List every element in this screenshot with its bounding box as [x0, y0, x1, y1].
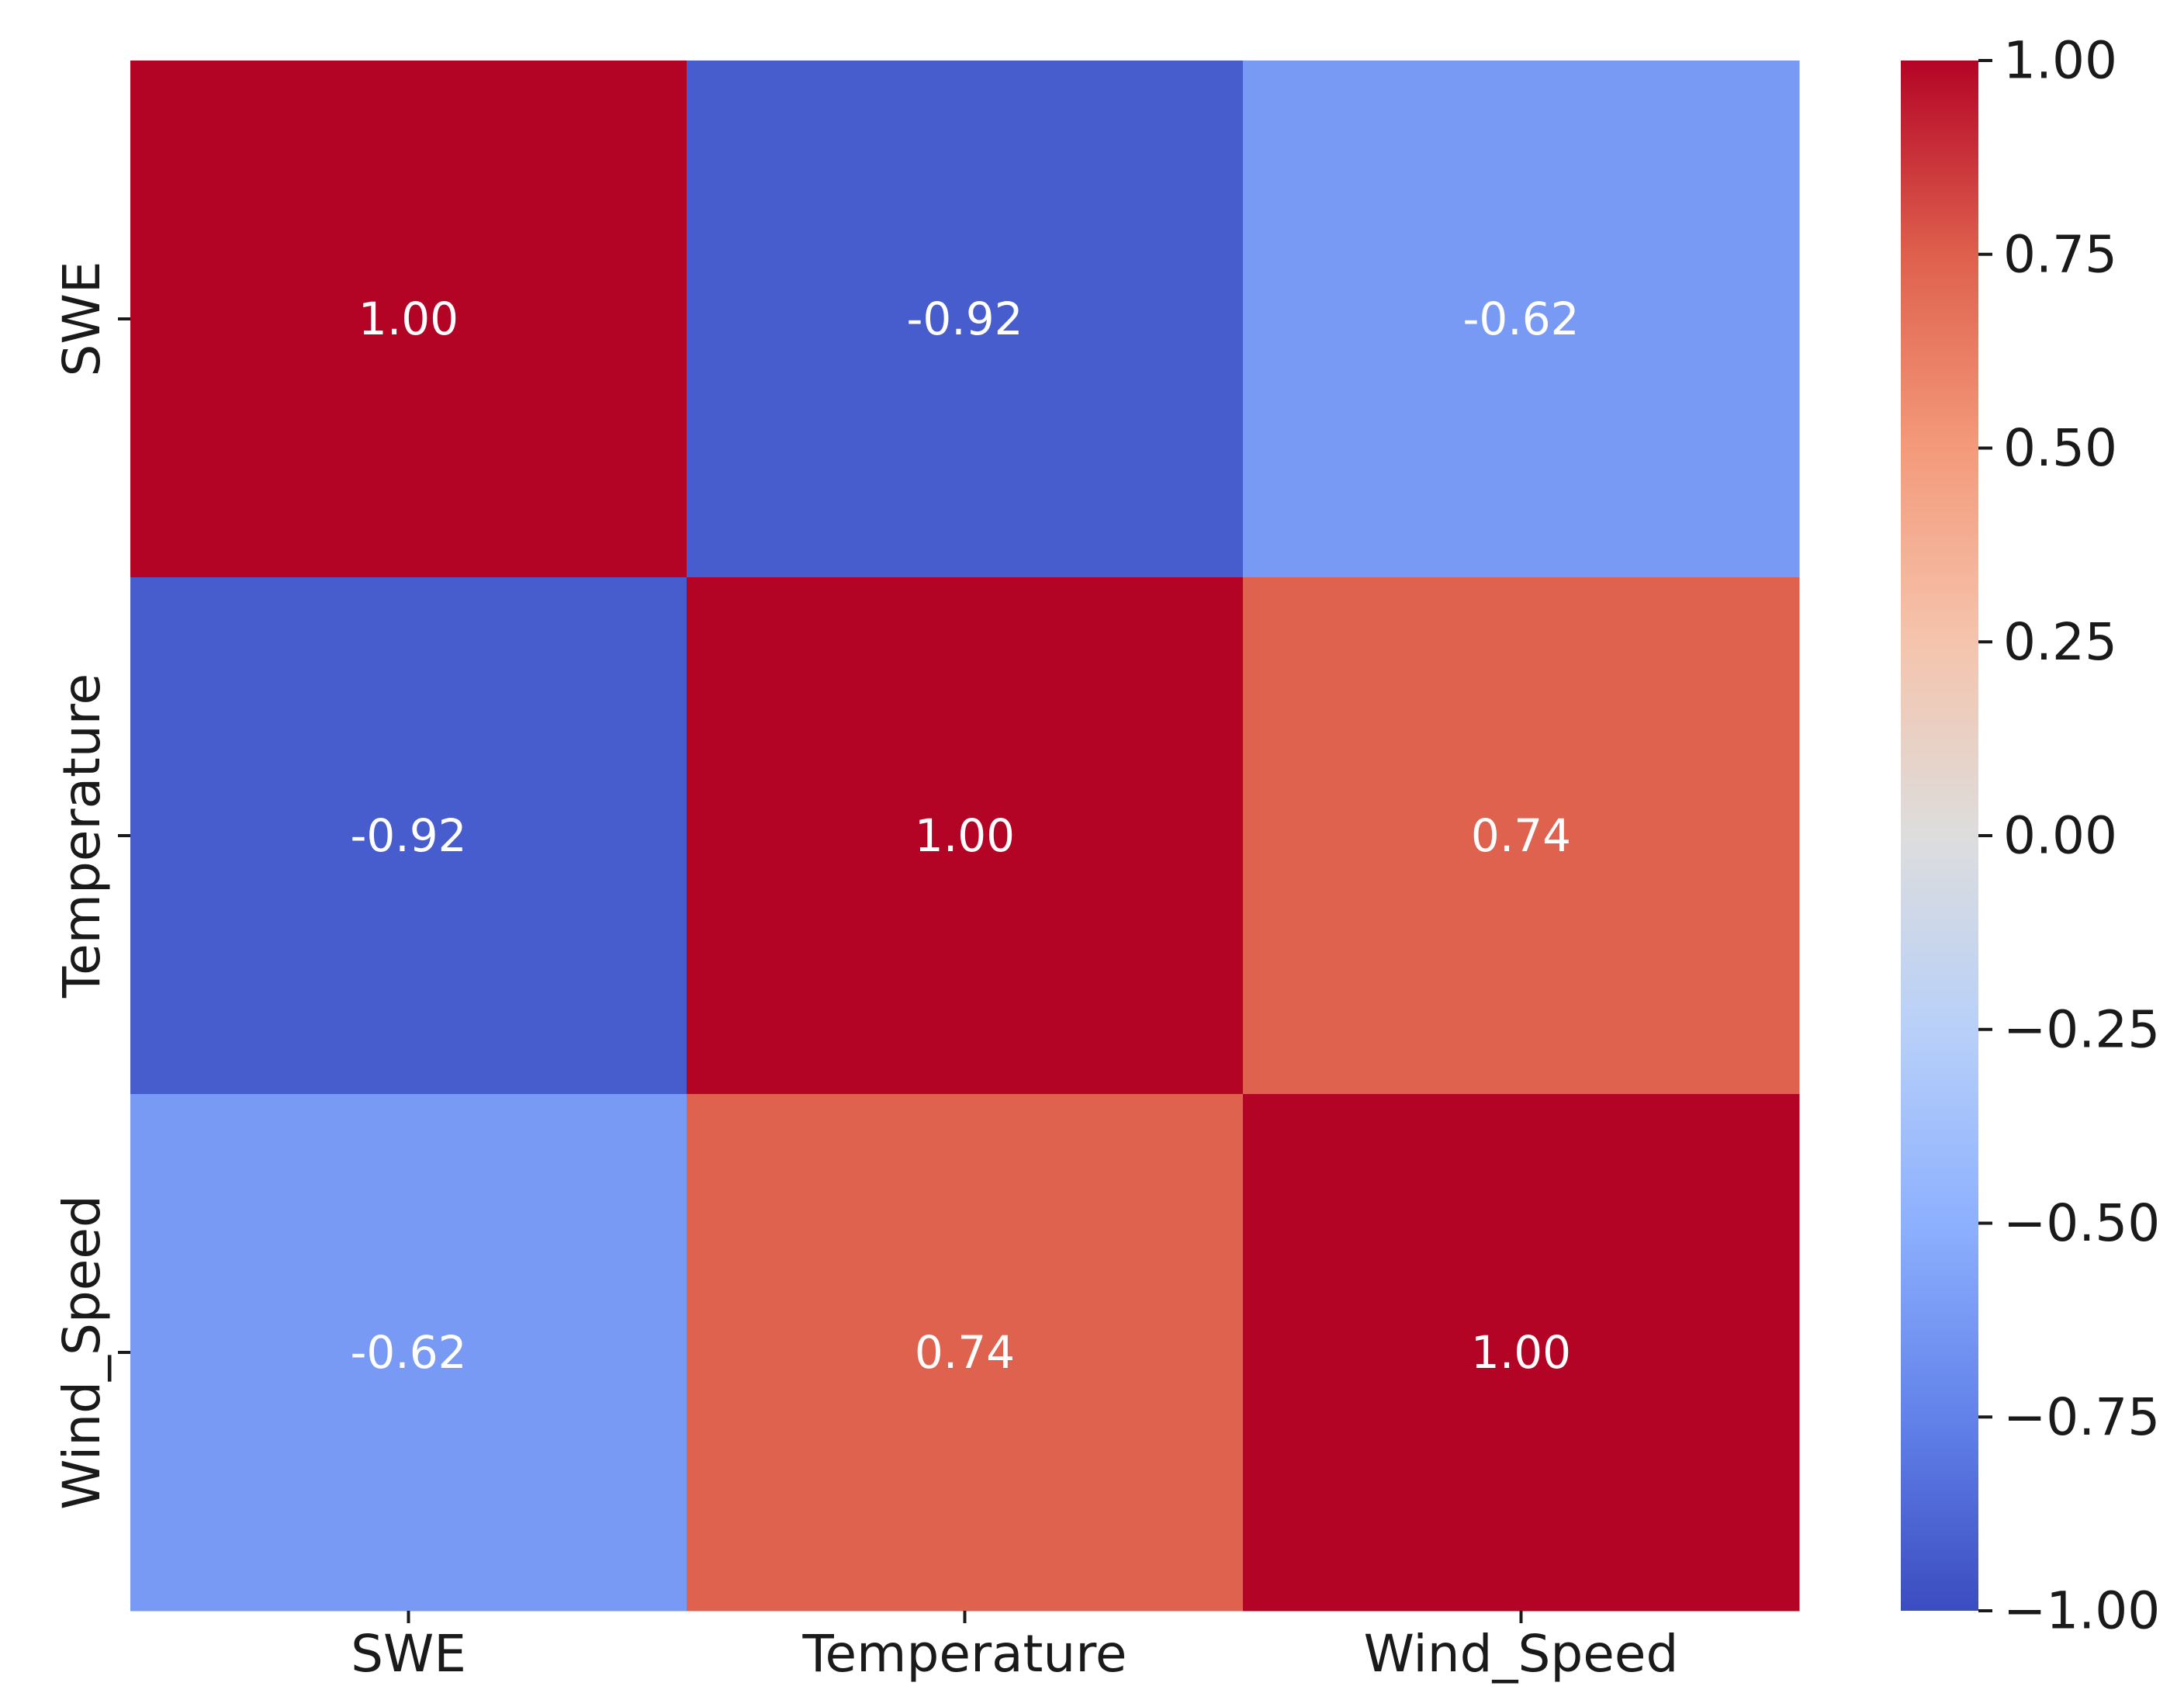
x-tick-label-2: Wind_Speed: [1364, 1624, 1679, 1684]
x-axis: SWE Temperature Wind_Speed: [351, 1611, 1678, 1684]
heatmap-cell-2-0: [130, 1094, 687, 1612]
colorbar-tick-label-3: 0.25: [2003, 612, 2117, 672]
y-axis: SWE Temperature Wind_Speed: [52, 261, 130, 1510]
colorbar-gradient: [1901, 61, 1978, 1611]
cell-value-label-1-1: 1.00: [915, 809, 1015, 862]
cell-value-label-0-1: -0.92: [906, 293, 1023, 345]
heatmap-cell-1-2: [1243, 577, 1800, 1095]
x-tick-label-0: SWE: [351, 1624, 466, 1684]
colorbar-tick-label-2: 0.50: [2003, 418, 2117, 478]
colorbar-tick-label-6: −0.50: [2003, 1193, 2160, 1253]
colorbar-tick-label-8: −1.00: [2003, 1581, 2160, 1641]
cell-value-label-2-2: 1.00: [1471, 1326, 1571, 1379]
colorbar: 1.00 0.75 0.50 0.25 0.00 −0.25 −0.50 −0.75 −1.00: [1901, 31, 2160, 1641]
y-tick-label-1: Temperature: [52, 673, 112, 999]
heatmap-cell-2-2: [1243, 1094, 1800, 1612]
heatmap-cell-0-1: [687, 61, 1244, 578]
heatmap-cell-1-0: [130, 577, 687, 1095]
cell-value-label-0-2: -0.62: [1462, 293, 1579, 345]
cell-value-label-2-1: 0.74: [915, 1326, 1015, 1379]
colorbar-tick-label-1: 0.75: [2003, 224, 2117, 284]
y-tick-label-0: SWE: [52, 261, 112, 377]
heatmap-cell-2-1: [687, 1094, 1244, 1612]
cell-value-label-1-2: 0.74: [1471, 809, 1571, 862]
heatmap-cell-0-2: [1243, 61, 1800, 578]
cell-value-label-0-0: 1.00: [358, 293, 459, 345]
colorbar-tick-label-7: −0.75: [2003, 1387, 2160, 1447]
heatmap-cell-1-1: [687, 577, 1244, 1095]
heatmap-cells: 1.00 -0.92 -0.62 -0.92 1.00 0.74 -0.62 0.74 1.00: [130, 61, 1800, 1612]
heatmap-cell-0-0: [130, 61, 687, 578]
colorbar-tick-label-5: −0.25: [2003, 999, 2160, 1059]
cell-value-label-2-0: -0.62: [350, 1326, 466, 1379]
cell-value-label-1-0: -0.92: [350, 809, 466, 862]
x-tick-label-1: Temperature: [801, 1624, 1127, 1684]
colorbar-tick-label-0: 1.00: [2003, 31, 2117, 91]
colorbar-tick-label-4: 0.00: [2003, 806, 2117, 866]
y-tick-label-2: Wind_Speed: [52, 1195, 112, 1510]
